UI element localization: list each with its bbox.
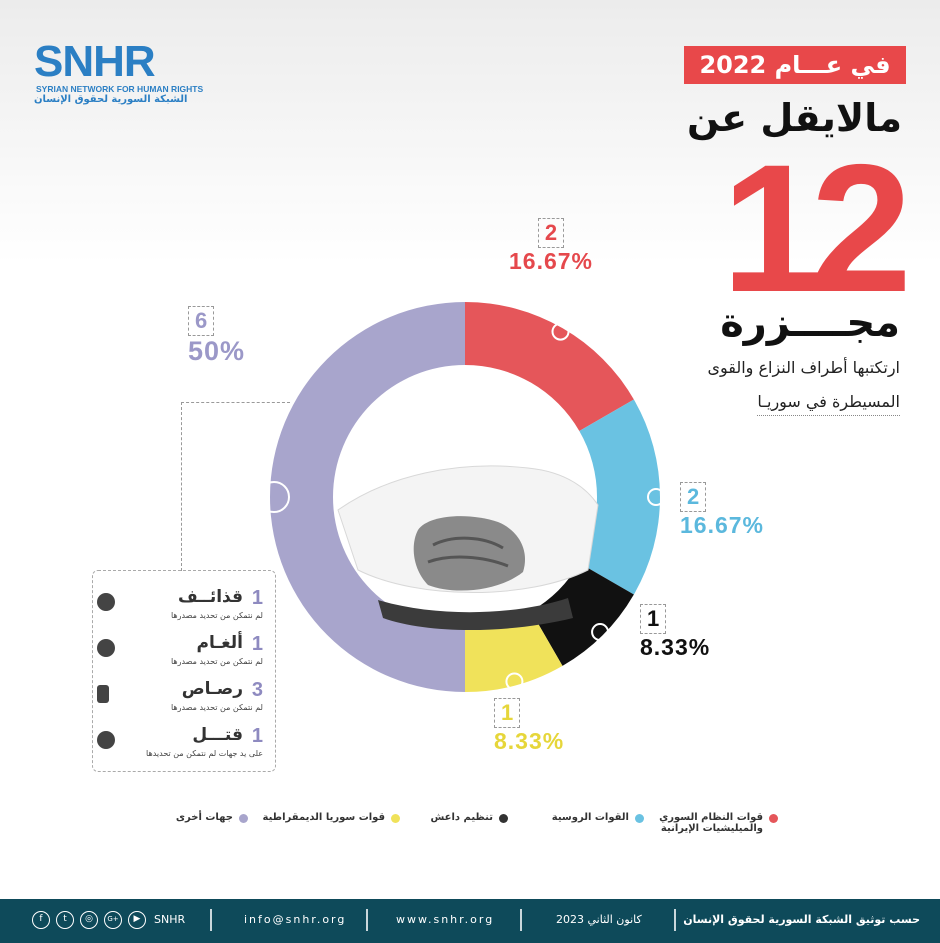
instagram-icon[interactable]: ◎ (80, 911, 98, 929)
footer-source: حسب توثيق الشبكة السورية لحقوق الإنسان (683, 913, 920, 926)
legend-regime: قوات النظام السوري والميليشيات الإيرانية (659, 812, 778, 834)
legend-russia: القوات الروسية (552, 812, 644, 823)
slice-regime-marker (551, 322, 570, 341)
label-others-pct: 50% (188, 336, 246, 366)
breakdown-bullets-note: لم نتمكن من تحديد مصدرها (170, 703, 263, 712)
legend-others-swatch (239, 814, 248, 823)
footer-bar: f t ◎ G+ ▶ SNHR info@snhr.org www.snhr.o… (0, 899, 940, 943)
label-sdf-count: 1 (494, 698, 521, 728)
legend-others-label: جهات أخرى (175, 812, 233, 823)
breakdown-shells-title: قذائــف (177, 587, 243, 607)
legend-sdf-label: قوات سوريا الديمقراطية (262, 812, 385, 823)
leader-line (181, 402, 290, 571)
legend-others: جهات أخرى (176, 812, 248, 823)
breakdown-shells-note: لم نتمكن من تحديد مصدرها (170, 611, 263, 620)
slice-isis (531, 563, 634, 666)
slice-regime (465, 302, 634, 431)
footer-website[interactable]: www.snhr.org (396, 913, 495, 926)
slice-sdf (465, 611, 563, 692)
slice-others-marker (268, 481, 290, 513)
slice-isis-marker (591, 623, 610, 642)
label-sdf: 1 8.33% (494, 698, 564, 755)
legend-regime-swatch (769, 814, 778, 823)
breakdown-mines-title: ألغـام (196, 633, 243, 653)
label-regime-count: 2 (537, 218, 565, 248)
legend-isis-swatch (499, 814, 508, 823)
legend-isis-label: تنظيم داعش (430, 812, 493, 823)
center-photo (337, 465, 599, 630)
headline-at-least: مالايقل عن (686, 96, 902, 140)
legend-sdf-swatch (391, 814, 400, 823)
label-others-count: 6 (188, 306, 215, 336)
year-banner: في عـــام 2022 (684, 46, 906, 84)
breakdown-shells-count: 1 (251, 587, 263, 609)
label-sdf-pct: 8.33% (494, 728, 565, 754)
slice-others (270, 302, 465, 692)
slice-sdf-marker (505, 672, 524, 691)
label-isis: 1 8.33% (640, 604, 710, 661)
label-russia-count: 2 (680, 482, 707, 512)
breakdown-mines-note: لم نتمكن من تحديد مصدرها (170, 657, 263, 666)
knife-icon (97, 731, 115, 749)
breakdown-shells: 1 قذائــف لم نتمكن من تحديد مصدرها (97, 587, 267, 627)
footer-separator (674, 909, 676, 931)
headline-massacre: مجــــزرة (720, 300, 900, 346)
subtitle-line-2: المسيطرة في سوريـا (757, 392, 900, 416)
legend-russia-swatch (635, 814, 644, 823)
googleplus-icon[interactable]: G+ (104, 911, 122, 929)
breakdown-killing-count: 1 (251, 725, 263, 747)
label-russia: 2 16.67% (680, 482, 764, 539)
others-breakdown-box: 1 قذائــف لم نتمكن من تحديد مصدرها 1 ألغ… (92, 570, 276, 772)
bullets-icon (97, 685, 109, 703)
logo-text: SNHR (34, 37, 156, 86)
breakdown-killing: 1 قتـــل على يد جهات لم نتمكن من تحديدها (97, 725, 267, 765)
footer-separator (366, 909, 368, 931)
slice-russia (579, 399, 660, 595)
legend-isis: تنظيم داعش (430, 812, 508, 823)
breakdown-killing-title: قتـــل (192, 725, 243, 745)
label-regime: 2 16.67% (509, 218, 593, 275)
logo-english-name: SYRIAN NETWORK FOR HUMAN RIGHTS (36, 84, 204, 94)
label-russia-pct: 16.67% (680, 512, 765, 538)
slice-russia-marker (647, 488, 662, 506)
breakdown-mines: 1 ألغـام لم نتمكن من تحديد مصدرها (97, 633, 267, 673)
youtube-icon[interactable]: ▶ (128, 911, 146, 929)
footer-date: كانون الثاني 2023 (556, 913, 642, 926)
shell-icon (97, 593, 115, 611)
legend-sdf: قوات سوريا الديمقراطية (263, 812, 400, 823)
label-others: 6 50% (188, 306, 245, 367)
facebook-icon[interactable]: f (32, 911, 50, 929)
subtitle-line-1: ارتكتبها أطراف النزاع والقوى (707, 358, 900, 377)
breakdown-killing-note: على يد جهات لم نتمكن من تحديدها (146, 749, 263, 758)
logo-arabic-name: الشبكة السورية لحقوق الإنسان (34, 94, 188, 105)
breakdown-mines-count: 1 (251, 633, 263, 655)
label-isis-pct: 8.33% (640, 634, 711, 660)
label-isis-count: 1 (640, 604, 667, 634)
massacre-count: 12 (721, 126, 912, 330)
breakdown-bullets-count: 3 (251, 679, 263, 701)
twitter-icon[interactable]: t (56, 911, 74, 929)
legend-regime-label: قوات النظام السوري والميليشيات الإيرانية (659, 812, 763, 834)
legend-russia-label: القوات الروسية (551, 812, 629, 823)
breakdown-bullets: 3 رصـاص لم نتمكن من تحديد مصدرها (97, 679, 267, 719)
donut-chart (268, 302, 662, 692)
mine-icon (97, 639, 115, 657)
footer-email[interactable]: info@snhr.org (244, 913, 347, 926)
breakdown-bullets-title: رصـاص (181, 679, 243, 699)
footer-separator (210, 909, 212, 931)
label-regime-pct: 16.67% (509, 248, 594, 274)
footer-handle[interactable]: SNHR (154, 913, 186, 926)
footer-separator (520, 909, 522, 931)
